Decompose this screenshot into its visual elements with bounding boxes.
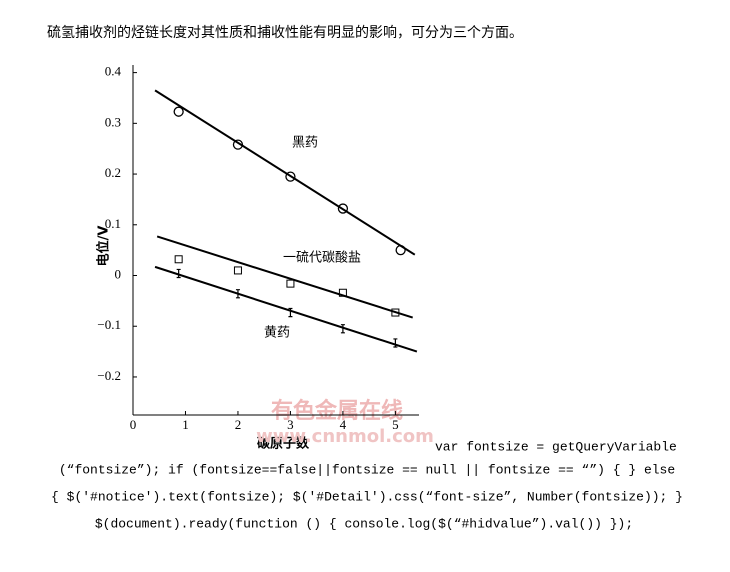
x-tick-label: 1	[182, 417, 189, 432]
error-bar	[288, 307, 293, 318]
watermark: 有色金属在线	[271, 398, 403, 424]
code-line: (“fontsize”); if (fontsize==false||fonts…	[59, 462, 675, 477]
error-bar	[235, 289, 240, 299]
fit-line	[154, 265, 418, 353]
point	[232, 139, 244, 150]
intro-text: 硫氢捕收剂的烃链长度对其性质和捕收性能有明显的影响，可分为三个方面。	[47, 25, 523, 41]
point	[233, 266, 242, 275]
point	[174, 255, 183, 264]
point	[337, 203, 349, 214]
series-label: 一硫代碳酸盐	[283, 251, 361, 266]
point	[338, 288, 347, 297]
point	[391, 308, 400, 317]
error-bar	[393, 338, 398, 348]
y-tick-label: −0.2	[97, 368, 121, 383]
fit-line	[156, 235, 414, 319]
y-tick-label: 0.4	[105, 64, 122, 79]
x-tick-label: 2	[235, 417, 242, 432]
point	[395, 244, 406, 256]
x-axis-label: 碳原子数	[257, 436, 310, 452]
y-tick-label: −0.1	[97, 317, 121, 332]
x-tick-label: 3	[287, 417, 294, 432]
watermark: www.cnnmol.com	[256, 426, 434, 447]
y-tick-label: 0.1	[105, 216, 121, 231]
code-line: $(document).ready(function () { console.…	[95, 516, 633, 531]
series-label: 黑药	[292, 136, 318, 151]
error-bar	[176, 268, 181, 279]
x-tick-label: 5	[392, 417, 399, 432]
y-axis-label: 电位/V	[96, 226, 112, 267]
point	[285, 171, 296, 182]
x-tick-label: 4	[340, 417, 347, 432]
y-tick-label: 0	[115, 266, 122, 281]
code-line: var fontsize = getQueryVariable	[435, 439, 677, 454]
point	[286, 279, 295, 288]
y-tick-label: 0.3	[105, 114, 121, 129]
series-label: 黄药	[264, 326, 290, 341]
point	[173, 106, 184, 117]
y-tick-label: 0.2	[105, 165, 121, 180]
error-bar	[340, 324, 345, 334]
code-line: { $('#notice').text(fontsize); $('#Detai…	[51, 489, 683, 504]
fit-line	[154, 89, 416, 256]
x-tick-label: 0	[130, 417, 137, 432]
